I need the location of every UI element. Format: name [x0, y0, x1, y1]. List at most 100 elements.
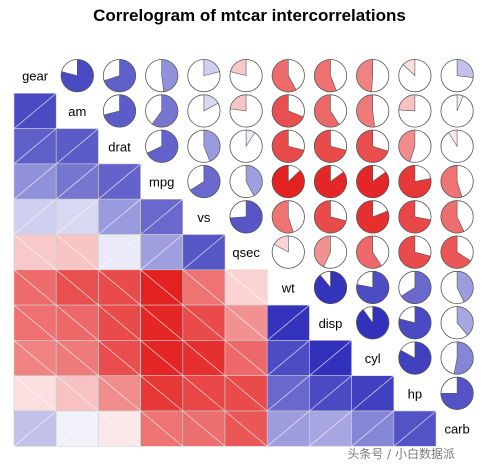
pie-slice-vs-qsec — [229, 200, 263, 234]
pie-slice-mpg-vs — [189, 165, 221, 198]
shade-stripe-qsec-vs — [182, 234, 226, 271]
pie-slice-disp-cyl — [356, 306, 390, 340]
shade-stripe-carb-cyl — [351, 410, 395, 447]
diagonal-label-am: am — [68, 104, 86, 119]
shade-stripe-vs-gear — [13, 198, 57, 235]
diagonal-label-drat: drat — [108, 139, 131, 154]
pie-slice-gear-drat — [103, 59, 136, 93]
pie-slice-drat-mpg — [146, 129, 179, 163]
shade-stripe-carb-hp — [393, 410, 437, 447]
shade-stripe-mpg-am — [55, 163, 99, 200]
pie-slice-cyl-carb — [453, 341, 474, 375]
shade-stripe-hp-cyl — [351, 375, 395, 412]
pie-slice-gear-cyl — [356, 59, 373, 93]
shade-stripe-hp-vs — [182, 375, 226, 412]
pie-slice-am-disp — [314, 94, 340, 128]
shade-stripe-disp-drat — [98, 304, 141, 341]
shade-stripe-wt-qsec — [224, 269, 268, 306]
pie-slice-qsec-hp — [398, 235, 431, 269]
shade-stripe-qsec-drat — [98, 234, 141, 271]
diagonal-label-vs: vs — [197, 210, 211, 225]
shade-stripe-hp-qsec — [224, 375, 268, 412]
shade-stripe-cyl-gear — [13, 340, 57, 377]
pie-slice-drat-wt — [271, 129, 305, 163]
shade-stripe-disp-mpg — [140, 304, 184, 341]
pie-slice-gear-carb — [456, 59, 474, 79]
pie-slice-gear-wt — [271, 59, 297, 93]
pie-slice-gear-disp — [314, 59, 337, 93]
pie-slice-am-carb — [456, 94, 464, 112]
pie-slice-gear-mpg — [161, 59, 179, 93]
shade-stripe-mpg-drat — [98, 163, 141, 200]
shade-stripe-wt-drat — [98, 269, 141, 306]
pie-slice-mpg-hp — [398, 165, 432, 198]
shade-stripe-cyl-disp — [309, 340, 352, 377]
diagonal-label-cyl: cyl — [365, 351, 381, 366]
pie-slice-gear-qsec — [230, 59, 247, 77]
watermark-text: 头条号 / 小白数据派 — [347, 447, 455, 461]
pie-slice-drat-carb — [448, 129, 458, 148]
shade-stripe-cyl-drat — [98, 340, 141, 377]
pie-slice-disp-hp — [398, 306, 432, 340]
pie-slice-vs-cyl — [356, 200, 390, 234]
pie-slice-hp-carb — [440, 376, 474, 410]
shade-stripe-cyl-wt — [266, 340, 310, 377]
shade-stripe-wt-gear — [13, 269, 57, 306]
shade-stripe-qsec-mpg — [140, 234, 184, 271]
pie-slice-vs-hp — [398, 200, 432, 234]
chart-title: Correlogram of mtcar intercorrelations — [93, 6, 406, 25]
shade-stripe-carb-disp — [309, 410, 352, 447]
shade-stripe-vs-drat — [98, 198, 141, 235]
shade-stripe-carb-mpg — [140, 410, 184, 447]
shade-stripe-mpg-gear — [13, 163, 57, 200]
shade-stripe-wt-am — [55, 269, 99, 306]
pie-slice-am-cyl — [356, 94, 376, 128]
shade-stripe-hp-wt — [266, 375, 310, 412]
shade-stripe-disp-gear — [13, 304, 57, 341]
shade-stripe-vs-am — [55, 198, 99, 235]
pie-slice-drat-hp — [398, 129, 416, 162]
diagonal-label-qsec: qsec — [232, 245, 260, 260]
pie-slice-disp-carb — [456, 306, 474, 336]
shade-stripe-hp-mpg — [140, 375, 184, 412]
shade-stripe-hp-gear — [13, 375, 57, 412]
diagonal-label-hp: hp — [408, 386, 422, 401]
shade-stripe-cyl-mpg — [140, 340, 184, 377]
shade-stripe-hp-drat — [98, 375, 141, 412]
pie-slice-vs-disp — [314, 200, 347, 234]
shade-stripe-hp-am — [55, 375, 99, 412]
shade-stripe-cyl-am — [55, 340, 99, 377]
pie-slice-cyl-hp — [398, 341, 432, 375]
pie-slice-am-mpg — [151, 94, 179, 128]
pie-slice-mpg-cyl — [356, 165, 390, 198]
shade-stripe-carb-vs — [182, 410, 226, 447]
pie-slice-mpg-qsec — [245, 165, 263, 197]
diagonal-label-disp: disp — [319, 316, 343, 331]
pie-slice-am-wt — [271, 94, 304, 128]
pie-slice-wt-disp — [314, 270, 347, 304]
pie-slice-am-vs — [203, 94, 219, 112]
pie-slice-mpg-disp — [314, 165, 347, 198]
pie-slice-gear-hp — [402, 59, 416, 77]
pie-slice-qsec-disp — [314, 235, 331, 268]
pie-slice-wt-carb — [456, 270, 474, 303]
pie-slice-drat-disp — [314, 129, 347, 163]
pie-slice-gear-vs — [203, 59, 220, 77]
pie-slice-drat-cyl — [356, 129, 389, 163]
shade-stripe-cyl-qsec — [224, 340, 268, 377]
pie-slice-qsec-carb — [440, 235, 472, 269]
shade-stripe-carb-drat — [98, 410, 141, 447]
pie-slice-qsec-wt — [273, 235, 289, 253]
shade-stripe-cyl-vs — [182, 340, 226, 377]
pie-slice-wt-hp — [400, 270, 432, 304]
diagonal-label-carb: carb — [444, 422, 469, 437]
pie-slice-am-drat — [103, 94, 136, 128]
shade-stripe-disp-am — [55, 304, 99, 341]
pie-slice-am-qsec — [229, 94, 247, 112]
shade-stripe-disp-qsec — [224, 304, 268, 341]
pie-slice-wt-cyl — [356, 270, 390, 304]
pie-slice-drat-qsec — [245, 129, 256, 148]
shade-stripe-carb-qsec — [224, 410, 268, 447]
shade-stripe-drat-am — [55, 128, 99, 165]
